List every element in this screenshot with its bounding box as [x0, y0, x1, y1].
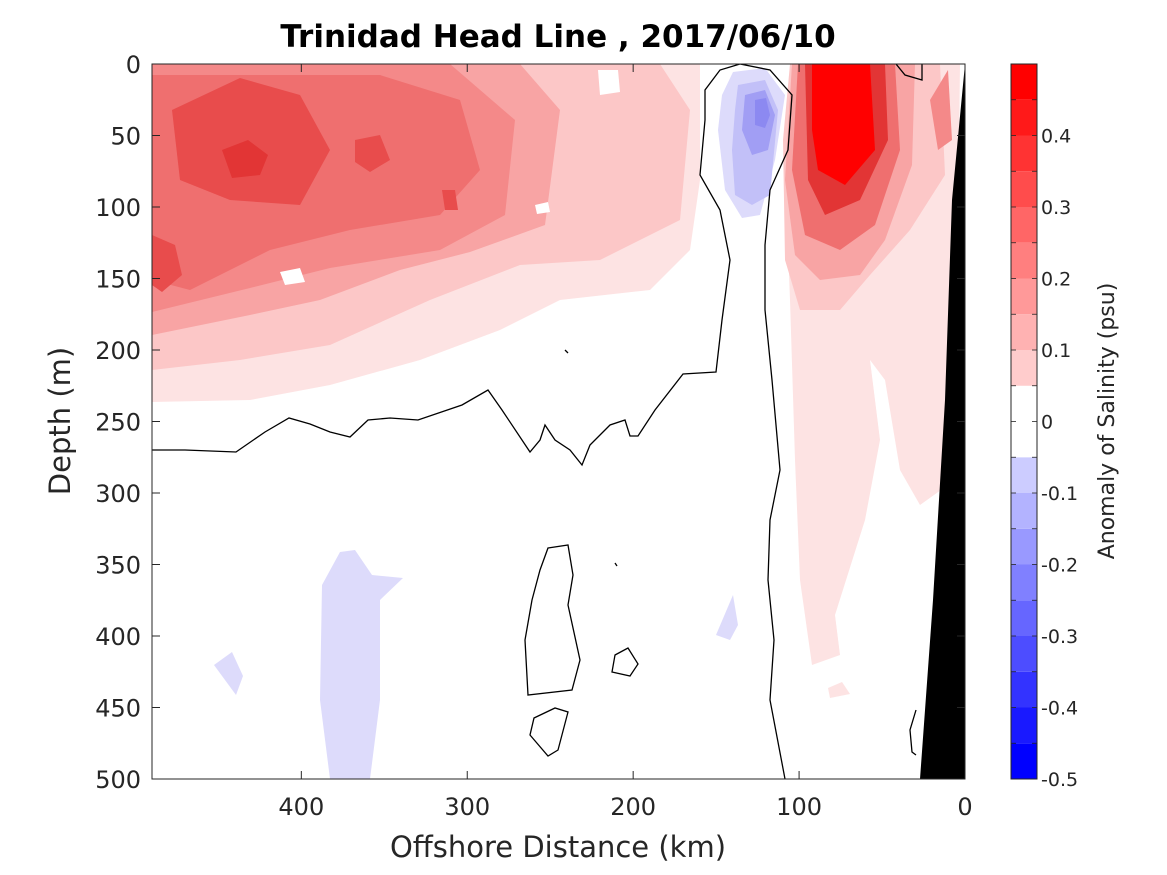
y-tick-label: 450 [95, 695, 141, 723]
offshore-positive-anomaly-0.35-b [355, 135, 390, 172]
colorbar-band [1011, 564, 1037, 601]
colorbar-tick-label: 0.3 [1041, 197, 1071, 219]
nearshore-positive-anomaly-0.50 [812, 64, 875, 185]
deep-negative-anomaly-small-b [716, 595, 738, 640]
colorbar-tick-label: -0.5 [1041, 769, 1078, 791]
colorbar-band [1011, 278, 1037, 315]
y-tick-label: 350 [95, 552, 141, 580]
colorbar-band [1011, 385, 1037, 422]
plot-area [152, 64, 965, 779]
colorbar-band [1011, 600, 1037, 636]
offshore-zero-pocket-b [598, 70, 620, 95]
nearshore-positive-anomaly-deep-patch [828, 682, 850, 698]
colorbar-band [1011, 207, 1037, 243]
colorbar-band [1011, 99, 1037, 136]
y-tick-label: 0 [126, 51, 141, 79]
colorbar-tick-label: -0.1 [1041, 483, 1078, 505]
offshore-positive-anomaly-0.30 [172, 78, 330, 205]
colorbar-band [1011, 707, 1037, 744]
x-tick-label: 400 [278, 793, 324, 821]
colorbar-tick-label: 0.1 [1041, 340, 1071, 362]
colorbar-band [1011, 671, 1037, 708]
offshore-zero-pocket-c [535, 202, 550, 214]
colorbar-label: Anomaly of Salinity (psu) [1095, 283, 1120, 560]
colorbar-band [1011, 636, 1037, 672]
colorbar-tick-label: 0.4 [1041, 126, 1071, 148]
colorbar-band [1011, 421, 1037, 458]
colorbar-tick-label: 0.2 [1041, 269, 1071, 291]
zero-contours [152, 64, 923, 779]
x-tick-label: 0 [957, 793, 972, 821]
zero-contour-dot-b [614, 562, 618, 567]
x-tick-label: 100 [776, 793, 822, 821]
offshore-positive-anomaly-0.35-a [222, 140, 268, 178]
colorbar-band [1011, 242, 1037, 279]
y-tick-label: 100 [95, 194, 141, 222]
zero-contour-upper-left [152, 64, 741, 467]
colorbar-band [1011, 171, 1037, 207]
chart-title: Trinidad Head Line , 2017/06/10 [280, 19, 835, 55]
y-tick-label: 400 [95, 623, 141, 651]
y-tick-label: 250 [95, 409, 141, 437]
deep-negative-anomaly-small-a [214, 652, 243, 695]
offshore-positive-anomaly-0.35-c [442, 190, 458, 210]
colorbar-band [1011, 135, 1037, 172]
colorbar-band [1011, 64, 1037, 100]
zero-contour-island-c [611, 647, 639, 677]
nearshore-positive-anomaly-east-edge [930, 70, 952, 150]
colorbar-border [1010, 63, 1038, 780]
colorbar-tick-label: -0.4 [1041, 698, 1078, 720]
colorbar-tick-label: -0.2 [1041, 555, 1078, 577]
colorbar-band [1011, 457, 1037, 493]
offshore-zero-pocket-a [280, 268, 305, 285]
offshore-positive-anomaly-west-edge [152, 235, 182, 292]
colorbar-tick-label: 0 [1041, 412, 1053, 434]
colorbar-band [1011, 314, 1037, 350]
zero-contour-bottom-right [909, 709, 917, 756]
y-tick-label: 150 [95, 266, 141, 294]
zero-contour-dot-a [564, 349, 569, 354]
colorbar-tick-label: -0.3 [1041, 626, 1078, 648]
x-tick-label: 200 [610, 793, 656, 821]
x-tick-label: 300 [444, 793, 490, 821]
deep-negative-anomaly-main [320, 550, 403, 779]
bathymetry-mask [920, 64, 965, 779]
y-tick-label: 300 [95, 480, 141, 508]
y-tick-label: 500 [95, 766, 141, 794]
zero-contour-island-a [524, 544, 581, 696]
colorbar-band [1011, 528, 1037, 565]
nearshore-negative-anomaly-0.20 [755, 98, 770, 128]
y-tick-label: 50 [110, 123, 141, 151]
zero-contour-inner-loop [739, 64, 793, 779]
y-axis-label: Depth (m) [43, 347, 77, 495]
y-axis-ticks: 0 50 100 150 200 250 300 350 400 450 500 [95, 51, 965, 794]
colorbar-band [1011, 350, 1037, 386]
zero-contour-island-b [529, 707, 569, 757]
zero-contour-top-right [895, 64, 923, 81]
x-axis-label: Offshore Distance (km) [390, 830, 726, 864]
colorbar: 0.4 0.3 0.2 0.1 0 -0.1 -0.2 -0.3 -0.4 -0.5 [1010, 63, 1078, 791]
y-tick-label: 200 [95, 337, 141, 365]
colorbar-band [1011, 493, 1037, 529]
x-axis-ticks: 400 300 200 100 0 [278, 64, 973, 821]
colorbar-band [1011, 743, 1037, 779]
